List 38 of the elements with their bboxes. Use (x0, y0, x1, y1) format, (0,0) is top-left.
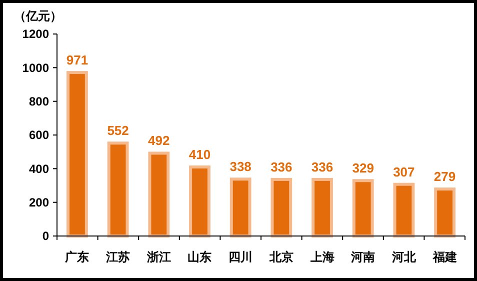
y-tick-label: 600 (28, 128, 50, 142)
data-label: 492 (148, 133, 170, 148)
bar (66, 71, 88, 238)
bar (230, 178, 252, 238)
data-label: 410 (188, 146, 211, 162)
bar (270, 178, 292, 238)
x-tick-label: 河北 (390, 250, 417, 264)
x-tick-label: 上海 (309, 250, 334, 264)
y-tick-label: 800 (28, 94, 50, 109)
bar (107, 142, 129, 238)
data-label: 329 (352, 160, 374, 176)
data-label: 338 (230, 159, 252, 174)
x-tick-label: 河南 (350, 250, 376, 264)
y-tick-label: 0 (42, 229, 50, 244)
bar (189, 165, 210, 238)
x-tick-label: 广东 (64, 250, 90, 264)
x-tick-label: 北京 (268, 250, 294, 264)
y-tick-label: 1200 (22, 27, 50, 42)
data-label: 279 (434, 169, 456, 184)
bar (312, 178, 333, 238)
bar (434, 188, 456, 238)
data-label: 336 (311, 159, 334, 174)
x-tick-label: 江苏 (105, 250, 130, 264)
bar (393, 182, 415, 238)
x-tick-label: 浙江 (146, 250, 171, 264)
x-tick-label: 福建 (432, 250, 457, 264)
bar (148, 152, 170, 238)
y-tick-label: 200 (28, 196, 50, 210)
data-label: 336 (270, 159, 292, 174)
x-tick-label: 山东 (188, 250, 212, 264)
y-tick-label: 1000 (22, 60, 50, 75)
data-label: 552 (107, 123, 129, 138)
bar (352, 179, 374, 238)
y-axis-title: （亿元） (14, 9, 62, 23)
data-label: 307 (393, 164, 415, 180)
y-tick-label: 400 (28, 162, 50, 176)
x-tick-label: 四川 (228, 250, 253, 264)
data-label: 971 (66, 52, 88, 68)
